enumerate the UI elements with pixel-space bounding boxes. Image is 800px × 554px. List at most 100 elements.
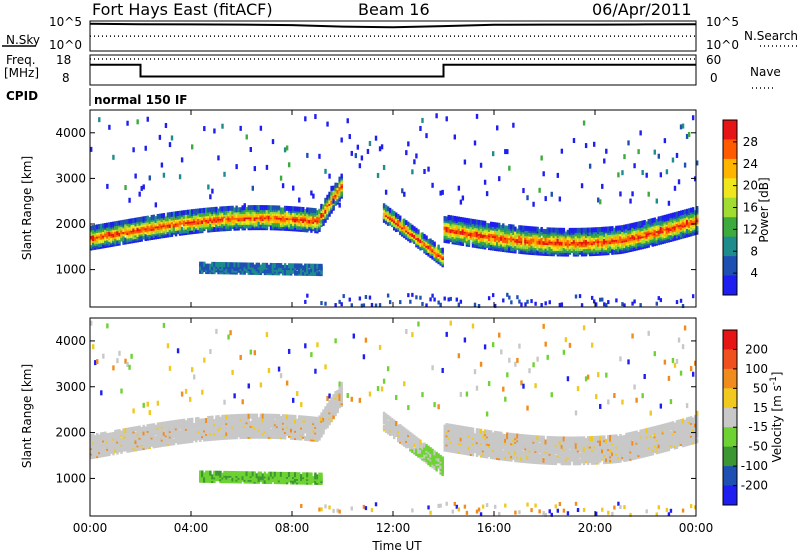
colorbar-segment [723, 217, 737, 238]
data-cell [191, 367, 194, 373]
data-cell [148, 217, 151, 223]
data-cell [314, 220, 317, 226]
data-cell [653, 228, 656, 234]
data-cell [556, 227, 560, 233]
data-cell [647, 219, 650, 225]
y-tick-label: 2000 [55, 217, 86, 231]
data-cell [457, 185, 461, 191]
data-cell [423, 168, 426, 174]
data-cell [209, 263, 212, 269]
data-cell [140, 216, 143, 222]
data-cell [154, 424, 158, 430]
data-cell [544, 196, 547, 202]
data-cell [245, 471, 248, 477]
data-cell [211, 419, 214, 425]
data-cell [219, 470, 222, 476]
freq-label: Freq. [6, 53, 36, 67]
data-cell [572, 244, 576, 250]
data-cell [174, 211, 178, 217]
data-cell [186, 438, 190, 444]
data-cell [132, 218, 135, 224]
data-cell [665, 169, 669, 175]
data-cell [263, 420, 267, 426]
data-cell [362, 303, 366, 308]
data-cell [251, 185, 254, 191]
data-cell [366, 148, 370, 154]
data-cell [298, 206, 301, 212]
data-cell [126, 427, 129, 433]
data-cell [191, 229, 194, 235]
data-cell [176, 432, 180, 438]
data-cell [247, 426, 250, 432]
data-cell [449, 228, 452, 234]
data-cell [178, 174, 182, 180]
data-cell [209, 415, 212, 421]
data-cell [423, 241, 426, 247]
data-cell [148, 433, 151, 439]
data-cell [433, 297, 436, 302]
data-cell [243, 471, 246, 477]
data-cell [158, 228, 162, 234]
data-cell [386, 209, 390, 215]
data-cell [554, 240, 557, 246]
data-cell [207, 184, 210, 190]
data-cell [599, 230, 602, 236]
data-cell [116, 235, 119, 241]
data-cell [235, 164, 238, 170]
data-cell [312, 215, 315, 221]
data-cell [112, 431, 115, 437]
data-cell [136, 119, 139, 125]
data-cell [154, 441, 158, 447]
data-cell [259, 205, 263, 211]
data-cell [481, 225, 485, 231]
data-cell [693, 215, 697, 221]
data-cell [574, 246, 578, 252]
data-cell [142, 216, 145, 222]
data-cell [227, 334, 230, 340]
data-cell [217, 155, 220, 161]
data-cell [508, 165, 511, 171]
colorbar-segment [723, 256, 737, 277]
data-cell [439, 302, 442, 307]
data-cell [294, 206, 297, 212]
data-cell [197, 217, 200, 223]
data-cell [221, 265, 224, 271]
data-cell [522, 240, 525, 246]
data-cell [512, 246, 515, 252]
data-cell [201, 261, 204, 267]
y-tick-label: 3000 [55, 171, 86, 185]
data-cell [168, 431, 172, 437]
data-cell [574, 294, 578, 299]
data-cell [243, 212, 246, 218]
data-cell [207, 430, 210, 436]
data-cell [231, 414, 234, 420]
data-cell [306, 293, 309, 298]
data-cell [687, 208, 691, 214]
data-cell [681, 303, 685, 308]
colorbar-segment [723, 178, 737, 199]
data-cell [193, 374, 196, 380]
data-cell [572, 138, 576, 144]
data-cell [106, 433, 109, 439]
data-cell [114, 448, 117, 454]
data-cell [275, 471, 279, 477]
data-cell [475, 219, 479, 225]
data-cell [223, 224, 226, 230]
data-cell [425, 235, 428, 241]
data-cell [241, 399, 244, 405]
data-cell [213, 261, 216, 267]
data-cell [241, 262, 244, 268]
data-cell [261, 473, 265, 479]
data-cell [544, 229, 547, 235]
data-cell [312, 263, 315, 269]
data-cell [677, 179, 681, 185]
data-cell [647, 191, 650, 197]
data-cell [217, 261, 220, 267]
data-cell [637, 245, 640, 251]
data-cell [423, 233, 426, 239]
data-cell [449, 296, 452, 301]
data-cell [221, 123, 224, 129]
data-cell [526, 225, 529, 231]
data-cell [649, 218, 652, 224]
data-cell [277, 413, 281, 419]
